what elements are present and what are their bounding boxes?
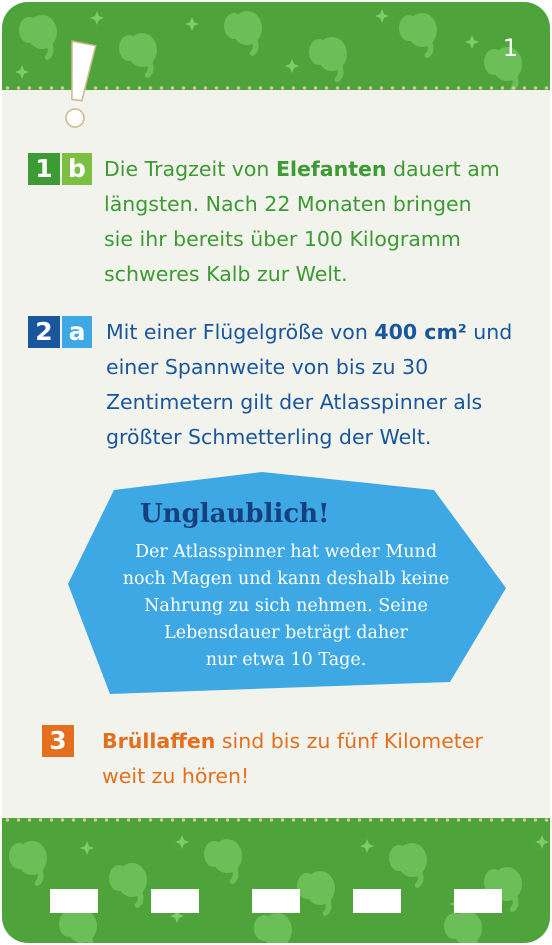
- card-slot: [353, 889, 401, 913]
- card-slot: [252, 889, 300, 913]
- dotted-border: [2, 86, 550, 90]
- card-slot: [454, 889, 502, 913]
- fact-text: Der Atlasspinner hat weder Mund noch Mag…: [122, 542, 450, 670]
- question-number: 2: [28, 316, 60, 348]
- star-icon: [90, 11, 104, 25]
- answer-letter: a: [62, 316, 92, 348]
- elephant-pattern: [9, 835, 549, 943]
- answer-badge-1b: 1 b: [28, 153, 92, 185]
- answer-letter: b: [62, 153, 92, 185]
- card-slot: [151, 889, 199, 913]
- question-number: 3: [42, 725, 74, 757]
- elephant-head-icon: [19, 15, 57, 60]
- answer-badge-2a: 2 a: [28, 316, 92, 348]
- fact-box: [68, 472, 506, 694]
- card-slot: [50, 889, 98, 913]
- answer-1-text: Die Tragzeit von Elefanten dauert am län…: [104, 157, 500, 286]
- answer-3-text: Brüllaffen sind bis zu fünf Kilometer we…: [102, 729, 483, 788]
- question-number: 1: [28, 153, 60, 185]
- fact-title: Unglaublich!: [140, 499, 330, 529]
- answer-2-text: Mit einer Flügelgröße von 400 cm² und ei…: [106, 320, 513, 449]
- exclamation-mark-icon: [65, 40, 97, 128]
- answer-badge-3: 3: [42, 725, 74, 757]
- bottom-pattern-band: [2, 818, 550, 943]
- dotted-border: [2, 818, 550, 822]
- card-number: 1: [502, 34, 518, 62]
